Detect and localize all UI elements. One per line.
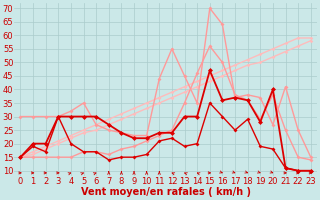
- X-axis label: Vent moyen/en rafales ( km/h ): Vent moyen/en rafales ( km/h ): [81, 187, 251, 197]
